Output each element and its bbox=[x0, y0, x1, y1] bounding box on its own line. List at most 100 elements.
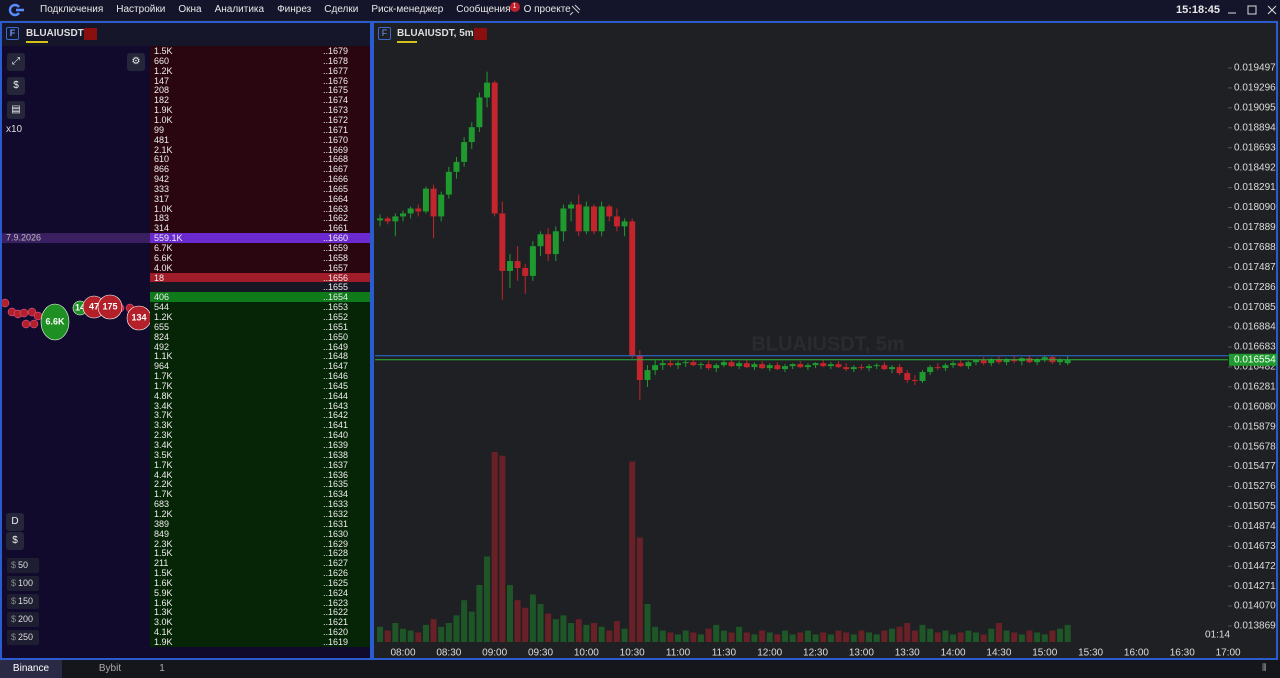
price: ..1642 bbox=[322, 410, 348, 421]
tab[interactable]: Bybit bbox=[98, 663, 122, 674]
currency-button[interactable]: $ bbox=[6, 532, 24, 550]
layout-icon[interactable]: ⦀ bbox=[1262, 663, 1267, 674]
menu-item[interactable]: Риск-менеджер bbox=[371, 4, 444, 15]
amount-button[interactable]: $150 bbox=[7, 594, 39, 609]
amount-button[interactable]: $100 bbox=[7, 576, 39, 591]
mode-button[interactable]: D bbox=[6, 513, 24, 531]
amount-button[interactable]: $200 bbox=[7, 612, 39, 627]
candle-body bbox=[422, 188, 429, 212]
price: ..1668 bbox=[322, 154, 348, 165]
candle-body bbox=[499, 213, 506, 271]
volume-bar bbox=[644, 604, 651, 642]
candle-body bbox=[950, 363, 957, 366]
menu-item[interactable]: Аналитика bbox=[214, 4, 265, 15]
volume-bar bbox=[621, 628, 628, 642]
menu-item[interactable]: О проекте bbox=[523, 4, 571, 15]
x-tick-label: 11:30 bbox=[712, 648, 737, 659]
tool-button[interactable]: ⤢ bbox=[7, 53, 25, 71]
book-row: 942 ..1666 bbox=[150, 174, 370, 185]
volume: 660 bbox=[154, 55, 170, 66]
volume-bar bbox=[866, 632, 873, 642]
volume-bar bbox=[751, 634, 758, 642]
candle-body bbox=[560, 208, 567, 232]
volume-bar bbox=[736, 626, 743, 642]
y-tick-label: 0.016884 bbox=[1234, 322, 1276, 333]
chart-title: BLUAIUSDT, 5m bbox=[397, 28, 474, 39]
candle-body bbox=[720, 362, 727, 366]
volume-bar bbox=[415, 632, 422, 642]
candle-body bbox=[629, 221, 636, 356]
price: ..1676 bbox=[322, 75, 348, 86]
price: ..1662 bbox=[322, 213, 348, 224]
candle-body bbox=[1057, 360, 1064, 363]
menu-item[interactable]: Финрез bbox=[277, 4, 312, 15]
logo bbox=[8, 3, 24, 17]
y-tick-label: 0.014472 bbox=[1234, 561, 1276, 572]
volume-bar bbox=[506, 585, 513, 642]
volume: 3.7K bbox=[154, 410, 173, 421]
y-tick-label: 0.018492 bbox=[1234, 162, 1276, 173]
price: ..1629 bbox=[322, 538, 348, 549]
volume-bar bbox=[995, 623, 1002, 642]
volume: 3.4K bbox=[154, 440, 173, 450]
y-tick-label: 0.018894 bbox=[1234, 122, 1276, 133]
volume-bar bbox=[422, 624, 429, 642]
volume-bar bbox=[468, 611, 475, 642]
pin-icon[interactable] bbox=[568, 3, 582, 17]
candle-body bbox=[682, 362, 689, 364]
candle-body bbox=[407, 208, 414, 214]
amount-button[interactable]: $50 bbox=[7, 558, 39, 573]
window-controls[interactable] bbox=[1226, 3, 1278, 17]
exchange-icon: F bbox=[6, 27, 19, 40]
candle-body bbox=[514, 261, 521, 268]
symbol: BLUAIUSDT bbox=[26, 28, 84, 39]
volume: 4.0K bbox=[154, 262, 173, 273]
volume-bar bbox=[461, 600, 468, 642]
candle-body bbox=[827, 364, 834, 367]
volume: 6.6K bbox=[154, 252, 173, 263]
price: ..1628 bbox=[322, 548, 348, 559]
candle-body bbox=[415, 208, 422, 212]
volume: 317 bbox=[154, 193, 170, 204]
volume: 683 bbox=[154, 499, 170, 510]
settings-button[interactable]: ⚙ bbox=[127, 53, 145, 71]
book-row: 1.9K ..1619 bbox=[150, 637, 370, 647]
volume-bar bbox=[934, 632, 941, 642]
amount-button[interactable]: $250 bbox=[7, 630, 39, 645]
candle-body bbox=[529, 246, 536, 276]
price: ..1658 bbox=[322, 252, 348, 263]
menu-item[interactable]: Сообщения 1 bbox=[456, 0, 520, 20]
book-row: 655 ..1651 bbox=[150, 321, 370, 332]
candle-body bbox=[705, 364, 712, 369]
menu-item[interactable]: Подключения bbox=[40, 4, 104, 15]
volume-bar bbox=[858, 630, 865, 642]
tool-button[interactable]: ▤ bbox=[7, 101, 25, 119]
volume: 1.2K bbox=[154, 508, 173, 519]
volume-bar bbox=[827, 634, 834, 642]
tool-button[interactable]: $ bbox=[7, 77, 25, 95]
price: ..1645 bbox=[322, 380, 348, 391]
candle-body bbox=[545, 234, 552, 255]
menu-item[interactable]: Сделки bbox=[324, 4, 359, 15]
candle-body bbox=[858, 367, 865, 369]
tab[interactable]: 1 bbox=[159, 663, 165, 674]
menu-item[interactable]: Настройки bbox=[116, 4, 166, 15]
volume-bar bbox=[919, 624, 926, 642]
volume: 4.8K bbox=[154, 390, 173, 401]
amount: 50 bbox=[18, 560, 29, 570]
trade-dot bbox=[29, 319, 39, 329]
volume-bar bbox=[438, 626, 445, 642]
x-tick-label: 16:00 bbox=[1124, 648, 1149, 659]
price: ..1673 bbox=[322, 105, 348, 116]
x-tick-label: 09:30 bbox=[528, 648, 553, 659]
candle-body bbox=[1064, 360, 1071, 364]
y-tick-label: 0.017286 bbox=[1234, 282, 1276, 293]
volume-bar bbox=[873, 634, 880, 642]
y-tick-label: 0.019497 bbox=[1234, 63, 1276, 74]
price: ..1661 bbox=[322, 223, 348, 234]
tab[interactable]: Binance bbox=[0, 660, 62, 678]
menu-item[interactable]: Окна bbox=[178, 4, 202, 15]
volume-bar bbox=[980, 634, 987, 642]
price: ..1652 bbox=[322, 311, 348, 322]
volume-bar bbox=[591, 623, 597, 642]
